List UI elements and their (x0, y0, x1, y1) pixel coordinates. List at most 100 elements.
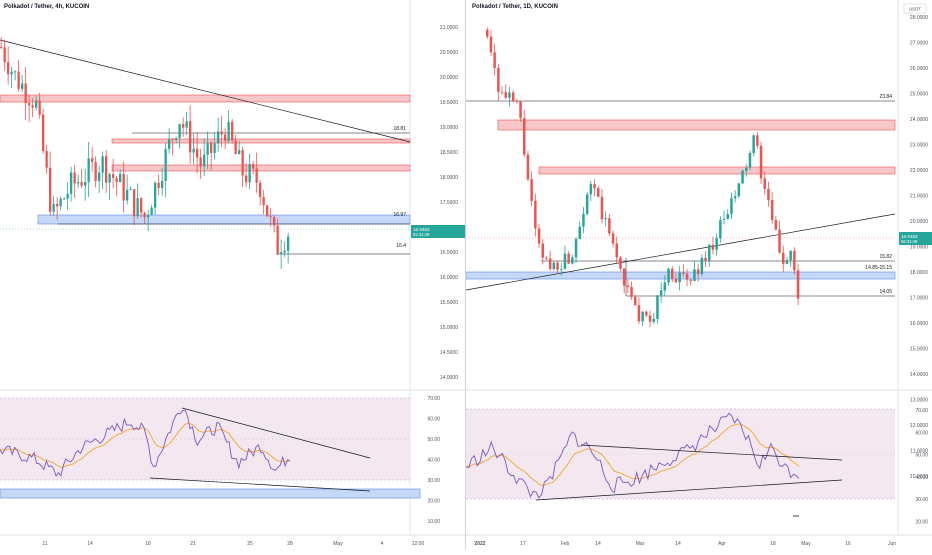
right-rsi-band (466, 409, 895, 499)
right-candle (508, 92, 511, 98)
right-candle (611, 233, 615, 244)
right-candle (571, 257, 574, 264)
right-candle (674, 278, 678, 283)
right-chart-pane[interactable]: 28.0000 27.0000 26.0000 25.0000 24.0000 23.00… (465, 0, 932, 550)
right-candle (523, 118, 526, 155)
left-candle (94, 162, 97, 181)
left-price-tick: 21.0000 (440, 25, 458, 31)
left-candle (42, 114, 45, 152)
left-rsi-line (0, 409, 291, 477)
left-current-price-value: 16.9453 (413, 227, 430, 232)
left-price-tick: 19.0000 (440, 125, 458, 131)
right-candle (671, 268, 674, 279)
right-candle (648, 315, 652, 322)
right-level-label: 15.82 (879, 254, 892, 260)
right-candle (737, 183, 741, 197)
left-candle (150, 207, 153, 215)
pane-divider[interactable] (465, 0, 466, 550)
right-candle (534, 200, 537, 229)
left-candle (17, 71, 20, 89)
left-candle (59, 198, 62, 207)
right-candle (748, 152, 752, 168)
right-rsi-upper-trendline (580, 444, 843, 461)
left-candle (178, 124, 181, 139)
right-candle (511, 92, 515, 102)
left-candle (248, 164, 251, 183)
right-candle (637, 305, 641, 322)
right-candle (726, 213, 729, 220)
right-symbol-title: Polkadot / Tether, 1D, KUCOIN (472, 4, 558, 10)
right-candle (793, 250, 796, 271)
left-candle (35, 100, 38, 108)
left-candle (21, 83, 24, 89)
right-rsi-lower-trendline (535, 479, 843, 501)
right-candle (615, 243, 618, 258)
right-candle (711, 244, 715, 250)
right-price-tick: 19.0000 (910, 245, 928, 251)
right-time-tick: Apr (718, 541, 726, 547)
right-candle (578, 226, 581, 240)
right-candle (689, 279, 692, 281)
left-candle (140, 198, 143, 213)
left-resistance-zone (111, 138, 411, 144)
right-rsi-line (465, 412, 800, 499)
left-candle (70, 172, 73, 194)
left-candle (161, 180, 164, 189)
left-candle (136, 198, 139, 217)
right-candle (767, 188, 770, 201)
left-level-label: 16.4 (396, 243, 406, 249)
left-candle (203, 154, 206, 167)
right-candle (693, 269, 696, 281)
left-chart-pane[interactable]: 21.0000 20.5000 20.0000 19.5000 19.0000 18.50… (0, 0, 466, 550)
left-candle (262, 197, 265, 206)
right-price-tick: 22.0000 (910, 168, 928, 174)
right-candle (526, 154, 530, 180)
right-candle (486, 29, 489, 37)
left-rsi-tick: 30.00 (427, 478, 440, 484)
left-level-label: 16.97 (393, 212, 406, 218)
left-candle (266, 205, 269, 217)
left-candle (175, 138, 178, 140)
left-candle (98, 172, 101, 181)
right-candle (585, 194, 589, 214)
right-candle (497, 67, 500, 92)
left-price-tick: 14.0000 (440, 375, 458, 381)
left-candle (7, 61, 10, 75)
right-candle (597, 188, 600, 197)
right-price-tick: 24.0000 (910, 117, 928, 123)
left-chart-canvas[interactable]: 21.0000 20.5000 20.0000 19.5000 19.0000 18.50… (0, 0, 466, 550)
right-candle (589, 184, 593, 195)
right-candle (608, 218, 611, 234)
right-candle (785, 260, 789, 264)
right-candle (770, 200, 774, 221)
right-candle (704, 257, 707, 261)
left-candle (77, 182, 80, 184)
right-candle (696, 269, 700, 275)
left-time-tick: 21 (190, 541, 196, 547)
right-candle (656, 295, 659, 319)
right-candle (659, 290, 663, 296)
left-candle (80, 182, 83, 186)
right-candle (708, 244, 711, 261)
right-rsi-tick: 60.00 (915, 430, 928, 436)
left-level-label: 18.81 (393, 126, 406, 132)
left-candle (234, 140, 237, 154)
left-candle (38, 100, 41, 115)
left-candle (10, 71, 13, 75)
right-level-label: 14.85-15.15 (865, 265, 892, 271)
right-candle (530, 179, 533, 201)
right-current-price-tag (899, 232, 932, 245)
left-resistance-zone (0, 94, 411, 103)
left-rsi-upper-trendline (181, 407, 371, 459)
right-candle (500, 91, 504, 93)
left-candle (126, 189, 129, 201)
left-candle (224, 134, 227, 141)
right-time-tick: 2022 (474, 541, 485, 547)
right-chart-canvas[interactable]: 28.0000 27.0000 26.0000 25.0000 24.0000 23.00… (465, 0, 932, 550)
left-candle (210, 142, 213, 153)
right-time-tick: 14 (595, 541, 601, 547)
left-candle (87, 158, 90, 182)
right-candle (552, 262, 556, 269)
left-candle (105, 156, 108, 183)
right-price-tick: 16.0000 (910, 321, 928, 327)
